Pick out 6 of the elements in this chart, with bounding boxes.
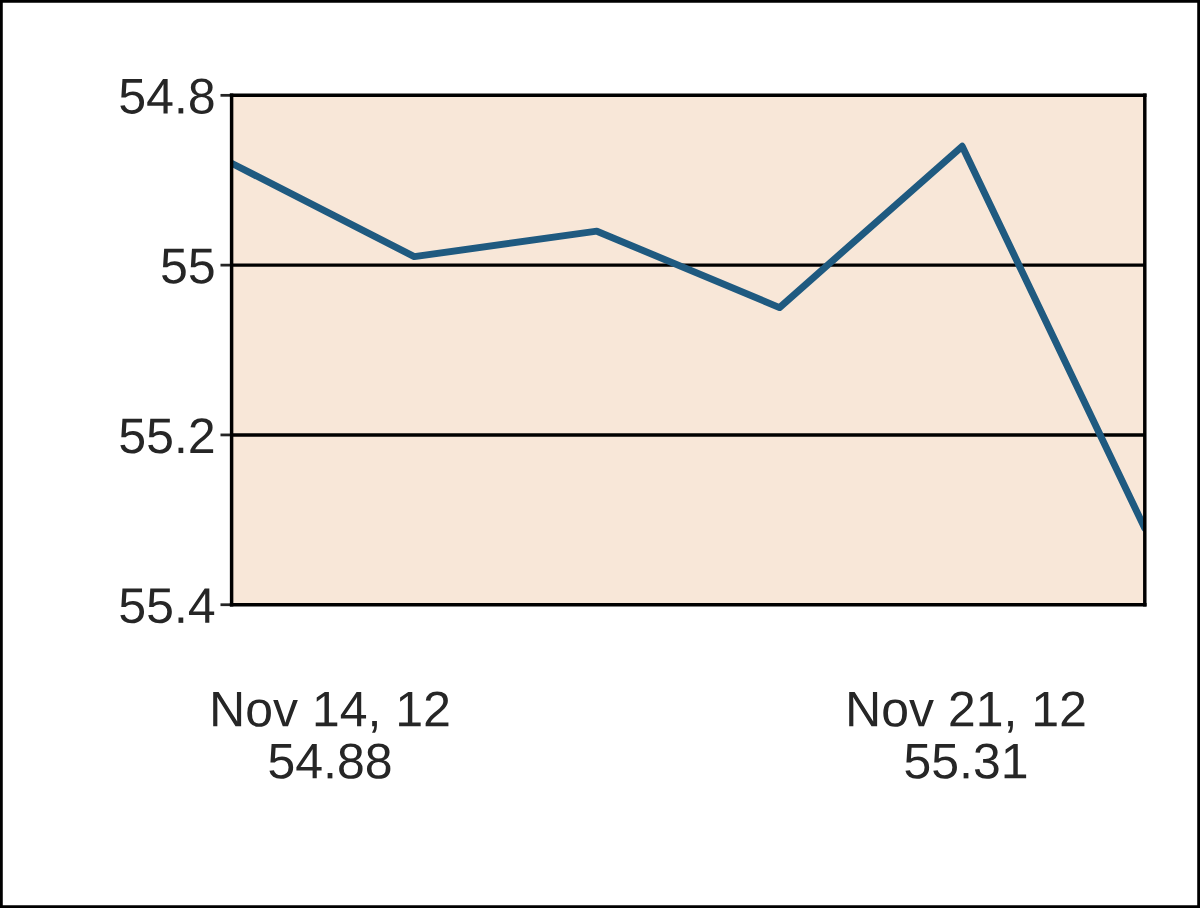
y-tick-label: 55.4	[120, 588, 215, 624]
y-tick-label: 55	[162, 248, 214, 284]
y-tick-label: 55.2	[120, 418, 214, 454]
text: Nov 21, 12 55.31	[849, 691, 1085, 779]
y-tick-label: 54.8	[120, 78, 214, 114]
text: Nov 14, 12 54.88	[213, 691, 449, 779]
